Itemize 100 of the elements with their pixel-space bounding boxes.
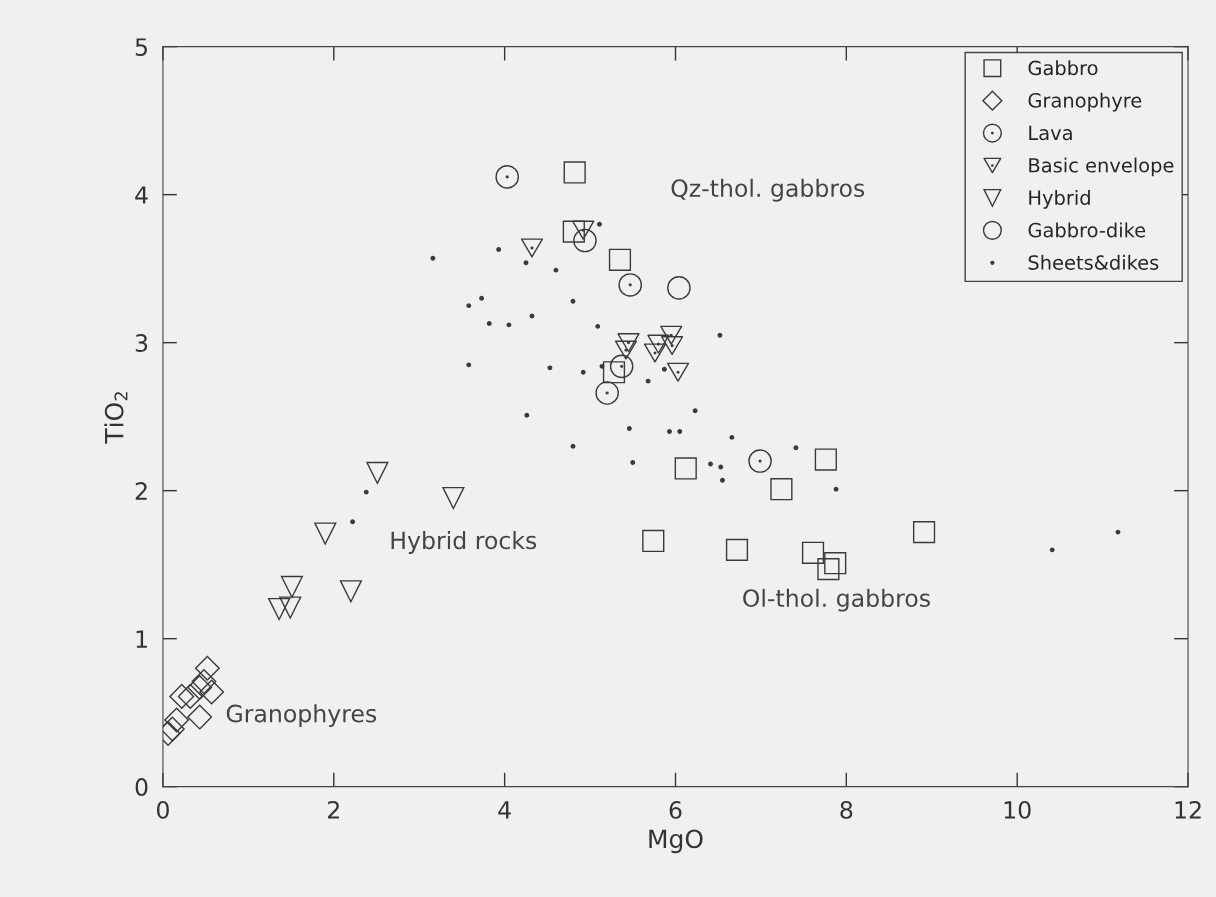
point [1115, 529, 1121, 535]
point [572, 220, 595, 240]
point [191, 669, 217, 695]
point [495, 165, 520, 189]
y-tick-label: 3 [135, 334, 148, 352]
x-tick-label: 4 [498, 801, 511, 819]
point [770, 478, 793, 501]
point [524, 412, 530, 418]
point [366, 461, 389, 485]
point [677, 429, 683, 434]
point [660, 325, 683, 345]
point [617, 333, 640, 353]
point [608, 248, 632, 271]
point [279, 596, 302, 619]
point [643, 343, 667, 363]
point [912, 520, 936, 544]
legend-label: Gabbro-dike [1028, 222, 1146, 238]
point [314, 522, 337, 545]
annotation: Granophyres [226, 704, 377, 728]
point [674, 457, 697, 480]
legend-label: Hybrid [1029, 189, 1090, 209]
point [667, 429, 672, 434]
point [194, 655, 220, 681]
legend-label: Sheets&dikes [1028, 254, 1159, 270]
point [562, 220, 585, 243]
x-axis-title: MgO [649, 829, 703, 854]
point [630, 460, 636, 465]
legend-label: Basic envelope [1029, 157, 1174, 177]
point [339, 580, 362, 603]
point [647, 334, 670, 354]
point [580, 369, 586, 375]
annotation: Qz-thol. gabbros [671, 178, 865, 202]
point [169, 683, 195, 709]
legend-label: Gabbro [1028, 60, 1098, 76]
point [466, 303, 472, 309]
point [614, 340, 638, 360]
point [814, 448, 837, 471]
y-tick-label: 2 [135, 482, 147, 500]
point [725, 538, 749, 561]
point [667, 276, 691, 300]
point [486, 320, 492, 326]
point [595, 323, 601, 329]
point [642, 529, 665, 553]
point [801, 541, 825, 564]
y-tick-label: 5 [135, 38, 147, 56]
x-tick-label: 0 [156, 800, 169, 819]
point [817, 557, 840, 581]
point [645, 378, 651, 384]
point [177, 683, 203, 709]
point [824, 552, 847, 575]
point [506, 322, 512, 328]
point [520, 238, 544, 258]
point [660, 336, 684, 356]
point [718, 464, 724, 470]
point [597, 221, 602, 227]
point [793, 445, 799, 451]
point [563, 161, 586, 184]
point [595, 381, 619, 405]
point [268, 597, 291, 621]
point [430, 255, 436, 261]
point [708, 461, 713, 467]
point [496, 246, 502, 252]
point [717, 332, 723, 338]
x-tick-label: 10 [1004, 800, 1031, 819]
x-tick-label: 12 [1175, 800, 1201, 819]
point [720, 477, 725, 483]
point [729, 434, 735, 440]
x-tick-label: 6 [669, 800, 682, 819]
point [350, 519, 356, 525]
point [570, 298, 576, 304]
point [442, 486, 465, 510]
annotation: Ol-thol. gabbros [743, 588, 930, 612]
y-tick-label: 4 [135, 186, 148, 204]
point [479, 295, 485, 301]
point [833, 486, 839, 492]
point [618, 273, 643, 297]
point [280, 575, 304, 598]
y-tick-label: 1 [136, 630, 147, 648]
point [570, 443, 576, 449]
x-tick-label: 2 [328, 800, 339, 819]
annotation: Hybrid rocks [391, 531, 537, 554]
x-tick-label: 8 [840, 800, 853, 819]
point [626, 426, 632, 431]
legend-label: Lava [1029, 125, 1072, 141]
point [187, 675, 213, 700]
point [573, 228, 597, 253]
point [661, 366, 667, 372]
point [523, 260, 529, 266]
point [599, 363, 605, 369]
point [164, 707, 190, 733]
point [748, 449, 772, 473]
point [609, 354, 634, 379]
point [466, 362, 472, 368]
point [692, 408, 698, 414]
point [547, 365, 553, 371]
point [199, 679, 225, 705]
point [529, 313, 535, 319]
point [363, 489, 369, 495]
y-axis-title: TiO$_{2}$ [104, 392, 128, 444]
point [1049, 547, 1055, 553]
